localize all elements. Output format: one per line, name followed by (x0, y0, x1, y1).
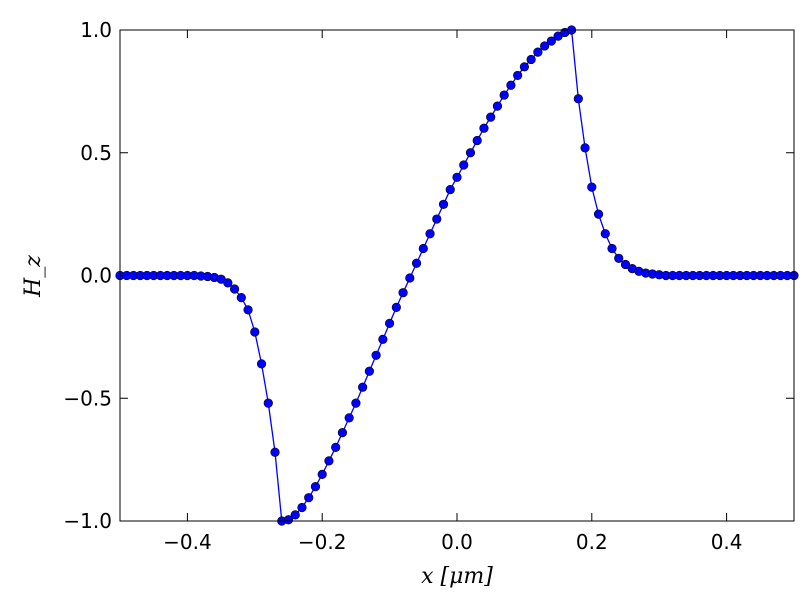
data-point (506, 80, 516, 90)
data-point (331, 442, 341, 452)
data-point (600, 229, 610, 239)
data-point (499, 90, 509, 100)
data-point (263, 398, 273, 408)
data-point (310, 482, 321, 492)
x-axis-label: x [μm] (421, 564, 493, 589)
data-point (479, 123, 489, 133)
data-point (290, 510, 300, 520)
data-point (573, 94, 583, 104)
data-point (418, 243, 428, 254)
data-point (324, 456, 334, 466)
data-point (337, 428, 348, 438)
data-point (398, 288, 408, 298)
y-tick-label: −1.0 (63, 509, 112, 533)
data-point (411, 258, 422, 268)
data-point (486, 112, 496, 122)
data-point (587, 182, 597, 192)
data-point (256, 359, 267, 369)
data-point (317, 469, 327, 479)
y-tick-label: 0.5 (80, 141, 112, 165)
y-axis-label: H_z (21, 255, 46, 298)
x-tick-label: 0.0 (441, 530, 473, 554)
data-point (492, 101, 503, 111)
data-point (405, 273, 415, 283)
data-point (236, 293, 246, 303)
data-point (533, 47, 543, 57)
data-point (385, 318, 395, 328)
data-point (297, 502, 307, 513)
data-point (438, 199, 449, 209)
data-point (270, 447, 280, 457)
data-point (526, 54, 536, 65)
x-tick-label: −0.4 (163, 530, 212, 554)
data-point (607, 243, 617, 254)
ticks: −0.4 −0.2 0.0 0.2 0.4 −1.0 −0.5 0.0 0.5 1.0 (63, 18, 794, 554)
data-point (519, 62, 530, 72)
data-point (614, 253, 624, 263)
data-point (351, 398, 361, 408)
data-point (452, 172, 462, 182)
data-point (432, 214, 442, 224)
data-point (243, 305, 253, 315)
data-point (371, 350, 381, 360)
data-point (580, 143, 590, 153)
data-point (540, 41, 550, 51)
data-point (250, 327, 260, 337)
data-point (620, 259, 631, 270)
x-tick-label: −0.2 (298, 530, 347, 554)
data-point (283, 515, 294, 525)
data-point (229, 284, 240, 294)
data-point (304, 493, 314, 503)
data-point (459, 160, 469, 170)
data-point (445, 184, 455, 195)
data-point (391, 302, 401, 313)
data-point (472, 135, 482, 146)
data-point (223, 278, 233, 288)
data-point (465, 148, 476, 158)
data-point (358, 382, 368, 392)
y-tick-label: 0.0 (80, 264, 112, 288)
x-tick-label: 0.4 (711, 530, 743, 554)
y-tick-label: −0.5 (63, 386, 112, 410)
x-tick-label: 0.2 (576, 530, 608, 554)
data-point (593, 209, 604, 219)
plot-area (115, 25, 799, 526)
data-point (378, 334, 388, 344)
y-tick-label: 1.0 (80, 18, 112, 42)
data-point (425, 229, 435, 239)
data-point (344, 413, 354, 423)
data-point (513, 70, 523, 81)
data-point (364, 366, 374, 376)
data-point (546, 36, 556, 46)
